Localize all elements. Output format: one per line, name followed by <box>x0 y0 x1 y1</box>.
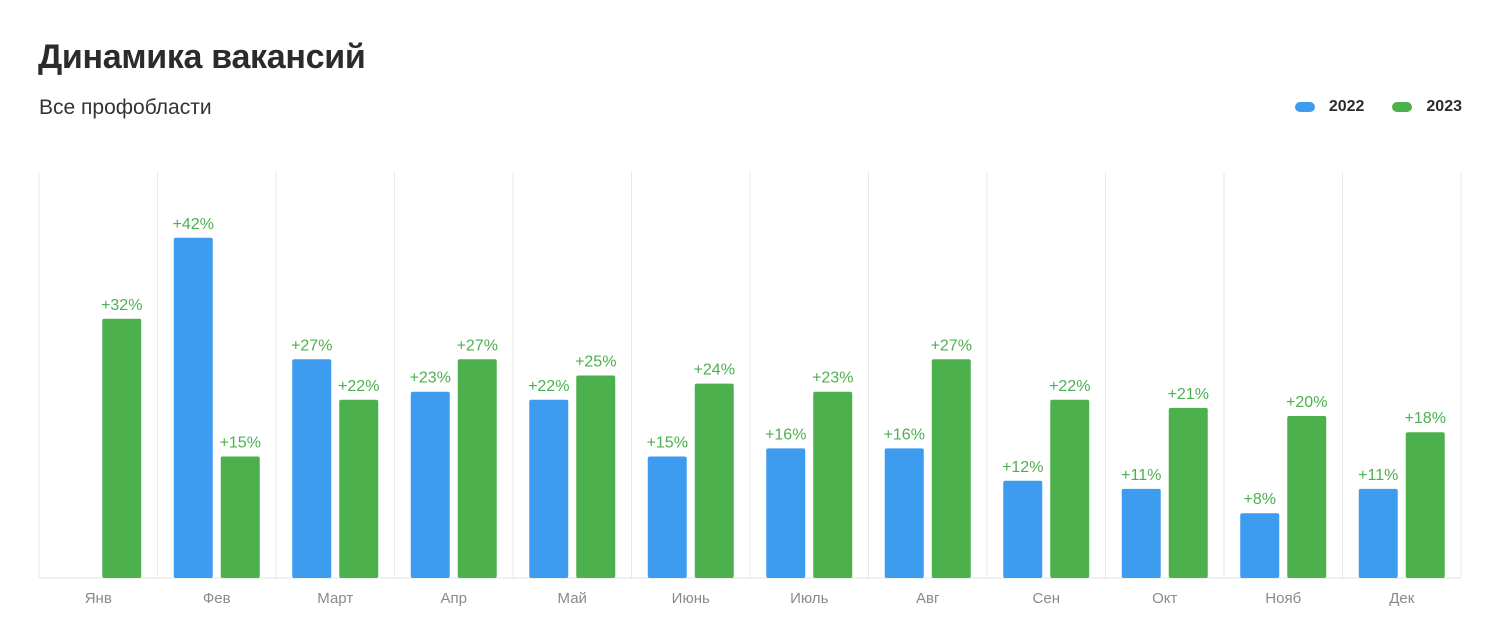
legend-swatch-2023 <box>1392 102 1413 112</box>
bars <box>102 237 1445 579</box>
bar-2023-Дек[interactable] <box>1405 432 1445 578</box>
bar-2023-Окт[interactable] <box>1168 407 1208 578</box>
x-tick-label-Дек: Дек <box>1389 590 1415 607</box>
value-label-2022-Нояб: +8% <box>1244 491 1276 508</box>
bar-2022-Дек[interactable] <box>1358 488 1398 578</box>
value-label-2022-Май: +22% <box>528 378 569 395</box>
value-label-2023-Фев: +15% <box>220 435 261 452</box>
value-label-2023-Июнь: +24% <box>694 362 735 379</box>
value-label-2022-Июль: +16% <box>765 426 806 443</box>
legend-label-2022: 2022 <box>1328 98 1365 115</box>
bar-2023-Май[interactable] <box>576 375 616 579</box>
chart-title: Динамика вакансий <box>38 38 366 76</box>
x-tick-label-Май: Май <box>558 590 587 607</box>
x-tick-label-Янв: Янв <box>85 590 112 607</box>
x-tick-label-Авг: Авг <box>916 590 940 607</box>
bar-2023-Июль[interactable] <box>813 391 853 578</box>
x-tick-label-Июнь: Июнь <box>672 590 710 607</box>
value-label-2022-Апр: +23% <box>410 370 451 387</box>
bar-2022-Нояб[interactable] <box>1240 513 1280 578</box>
bar-2022-Апр[interactable] <box>410 391 450 578</box>
x-axis-ticks: Янв Фев Март Апр Май Июнь Июль Авг Сен Окт Нояб Дек <box>85 590 1415 607</box>
value-label-2022-Авг: +16% <box>884 426 925 443</box>
legend-item-2023[interactable]: 2023 <box>1392 98 1462 116</box>
bar-2023-Фев[interactable] <box>220 456 260 579</box>
value-label-2023-Июль: +23% <box>812 370 853 387</box>
value-labels: +32% +42% +15% +27% +22% +23% +27% +22% +25% +15%… <box>101 216 1446 508</box>
bar-2023-Апр[interactable] <box>457 359 497 578</box>
bar-2023-Янв[interactable] <box>102 318 142 578</box>
bar-2022-Июль[interactable] <box>766 448 806 578</box>
legend: 2022 2023 <box>1294 98 1462 116</box>
bar-2022-Окт[interactable] <box>1121 488 1161 578</box>
value-label-2023-Март: +22% <box>338 378 379 395</box>
x-tick-label-Нояб: Нояб <box>1265 590 1301 607</box>
bar-2022-Май[interactable] <box>529 399 569 578</box>
bar-2023-Июнь[interactable] <box>694 383 734 578</box>
bar-2023-Авг[interactable] <box>931 359 971 578</box>
value-label-2023-Окт: +21% <box>1168 386 1209 403</box>
legend-item-2022[interactable]: 2022 <box>1294 98 1365 116</box>
bar-2022-Авг[interactable] <box>884 448 924 578</box>
grid-lines <box>38 172 1462 579</box>
bar-2023-Март[interactable] <box>339 399 379 578</box>
value-label-2022-Фев: +42% <box>173 216 214 233</box>
value-label-2022-Дек: +11% <box>1358 467 1398 484</box>
value-label-2023-Май: +25% <box>575 354 616 371</box>
value-label-2023-Сен: +22% <box>1049 378 1090 395</box>
value-label-2022-Март: +27% <box>291 337 332 354</box>
value-label-2022-Окт: +11% <box>1121 467 1161 484</box>
legend-swatch-2022 <box>1294 102 1315 112</box>
x-tick-label-Июль: Июль <box>790 590 828 607</box>
legend-label-2023: 2023 <box>1426 98 1462 115</box>
chart-subtitle: Все профобласти <box>39 96 212 119</box>
x-tick-label-Фев: Фев <box>203 590 231 607</box>
value-label-2023-Нояб: +20% <box>1286 394 1327 411</box>
bar-2022-Фев[interactable] <box>173 237 213 579</box>
value-label-2022-Сен: +12% <box>1002 459 1043 476</box>
x-tick-label-Сен: Сен <box>1033 590 1060 607</box>
x-tick-label-Март: Март <box>317 590 353 607</box>
value-label-2023-Дек: +18% <box>1405 410 1446 427</box>
value-label-2023-Авг: +27% <box>931 337 972 354</box>
bar-2022-Июнь[interactable] <box>647 456 687 579</box>
bar-2023-Сен[interactable] <box>1050 399 1090 578</box>
x-tick-label-Окт: Окт <box>1152 590 1177 607</box>
bar-2023-Нояб[interactable] <box>1287 416 1327 578</box>
bar-2022-Сен[interactable] <box>1003 480 1043 578</box>
x-tick-label-Апр: Апр <box>441 590 467 607</box>
value-label-2023-Янв: +32% <box>101 297 142 314</box>
value-label-2022-Июнь: +15% <box>647 435 688 452</box>
bar-2022-Март[interactable] <box>292 359 332 578</box>
value-label-2023-Апр: +27% <box>457 337 498 354</box>
